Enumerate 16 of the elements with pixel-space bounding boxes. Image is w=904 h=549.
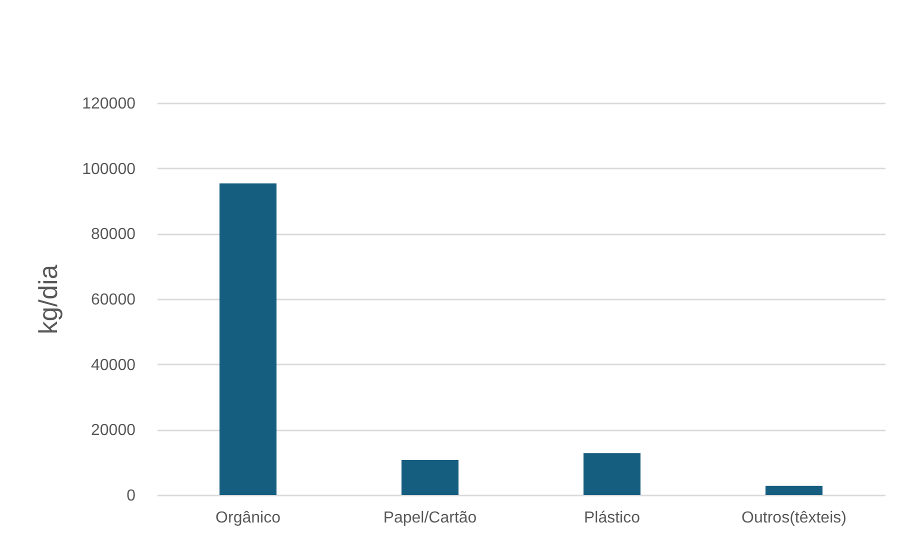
bar	[766, 486, 822, 495]
y-tick-label: 120000	[82, 96, 136, 112]
x-tick-label: Papel/Cartão	[383, 510, 477, 526]
y-tick-label: 60000	[91, 292, 136, 308]
y-tick-label: 20000	[91, 422, 136, 440]
x-tick-label: Outros(têxteis)	[742, 510, 846, 526]
bar	[584, 453, 640, 495]
x-tick-label: Orgânico	[216, 510, 281, 526]
bar	[402, 460, 458, 495]
y-tick-label: 80000	[91, 226, 136, 244]
y-tick-label: 0	[126, 488, 136, 504]
x-tick-label: Plástico	[584, 510, 640, 526]
bar	[220, 183, 276, 495]
y-axis-title: kg/dia	[33, 264, 64, 334]
y-tick-label: 40000	[91, 356, 136, 374]
y-tick-label: 100000	[82, 160, 136, 178]
